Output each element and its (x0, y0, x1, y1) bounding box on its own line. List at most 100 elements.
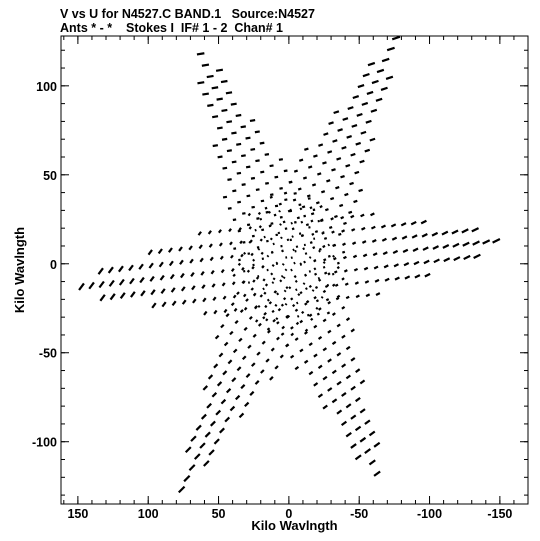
uv-point (359, 436, 367, 443)
uv-point (451, 229, 459, 235)
uv-point (352, 254, 358, 259)
uv-point (402, 248, 409, 254)
uv-point (230, 302, 235, 307)
uv-point (298, 232, 302, 235)
uv-point (324, 208, 329, 212)
uv-point (88, 281, 95, 290)
uv-point (109, 293, 116, 301)
uv-point (255, 159, 260, 163)
uv-point (243, 306, 248, 311)
uv-point (360, 213, 365, 218)
uv-point (314, 272, 318, 276)
uv-point (472, 240, 480, 246)
uv-point (277, 307, 282, 312)
uv-point (336, 266, 340, 270)
uv-point (318, 278, 322, 282)
uv-point (351, 241, 357, 245)
uv-point (219, 427, 225, 434)
uv-point (390, 223, 397, 228)
uv-point (351, 228, 356, 232)
uv-point (225, 313, 230, 318)
uv-point (245, 165, 251, 169)
uv-point (161, 301, 167, 308)
uv-point (293, 169, 299, 173)
uv-point (354, 454, 362, 461)
uv-point (323, 271, 328, 275)
uv-point (265, 318, 269, 322)
uv-point (294, 221, 297, 224)
uv-point (279, 279, 283, 283)
uv-point (264, 206, 268, 210)
uv-point (282, 220, 286, 224)
uv-point (255, 319, 259, 323)
uv-point (211, 392, 218, 398)
uv-point (288, 180, 293, 184)
uv-point (231, 377, 237, 383)
uv-point (292, 303, 296, 308)
uv-point (352, 95, 360, 100)
uv-point (221, 108, 228, 112)
uv-point (213, 438, 220, 445)
uv-point (290, 221, 293, 225)
uv-point (296, 216, 300, 220)
uv-point (410, 220, 417, 226)
uv-point (331, 230, 335, 234)
uv-point (359, 408, 366, 414)
uv-point (278, 202, 282, 206)
y-tick-label: 50 (43, 169, 57, 183)
uv-point (240, 125, 247, 129)
uv-point (334, 214, 338, 219)
uv-point (148, 262, 154, 269)
uv-point (324, 284, 329, 288)
uv-point (221, 137, 228, 141)
uv-point (346, 135, 352, 139)
uv-point (201, 63, 210, 67)
uv-point (275, 261, 279, 265)
uv-point (247, 212, 251, 217)
uv-point (227, 359, 233, 365)
uv-point (323, 258, 327, 262)
uv-point (233, 247, 237, 250)
uv-point (200, 270, 205, 276)
uv-point (386, 46, 395, 52)
uv-point (193, 453, 201, 460)
uv-point (266, 239, 269, 243)
uv-point (304, 302, 308, 306)
uv-point (299, 348, 304, 353)
uv-point (322, 161, 327, 165)
uv-point (322, 347, 328, 352)
uv-point (365, 293, 371, 298)
uv-point (318, 249, 321, 253)
uv-point (230, 267, 235, 272)
uv-point (341, 146, 347, 150)
uv-point (250, 287, 254, 291)
uv-point (421, 233, 428, 238)
uv-point (355, 141, 362, 146)
uv-point (331, 340, 337, 346)
uv-point (344, 192, 349, 197)
uv-point (305, 223, 310, 227)
uv-point (271, 309, 275, 314)
uv-point (341, 277, 345, 281)
uv-point (301, 205, 306, 209)
uv-point (431, 231, 439, 237)
uv-point (319, 205, 323, 209)
uv-point (257, 322, 262, 327)
uv-point (160, 288, 166, 294)
uv-point (333, 257, 337, 261)
uv-point (342, 242, 346, 246)
uv-point (290, 326, 294, 330)
uv-point (128, 264, 134, 272)
uv-point (272, 277, 276, 281)
uv-point (249, 239, 253, 243)
uv-point (229, 241, 233, 246)
uv-point (303, 243, 306, 247)
uv-point (78, 282, 85, 291)
uv-point (262, 316, 266, 320)
uv-point (341, 392, 347, 397)
uv-point (220, 323, 225, 329)
uv-point (283, 169, 288, 173)
uv-point (209, 420, 216, 427)
uv-point (317, 219, 320, 223)
uv-point (327, 358, 332, 363)
